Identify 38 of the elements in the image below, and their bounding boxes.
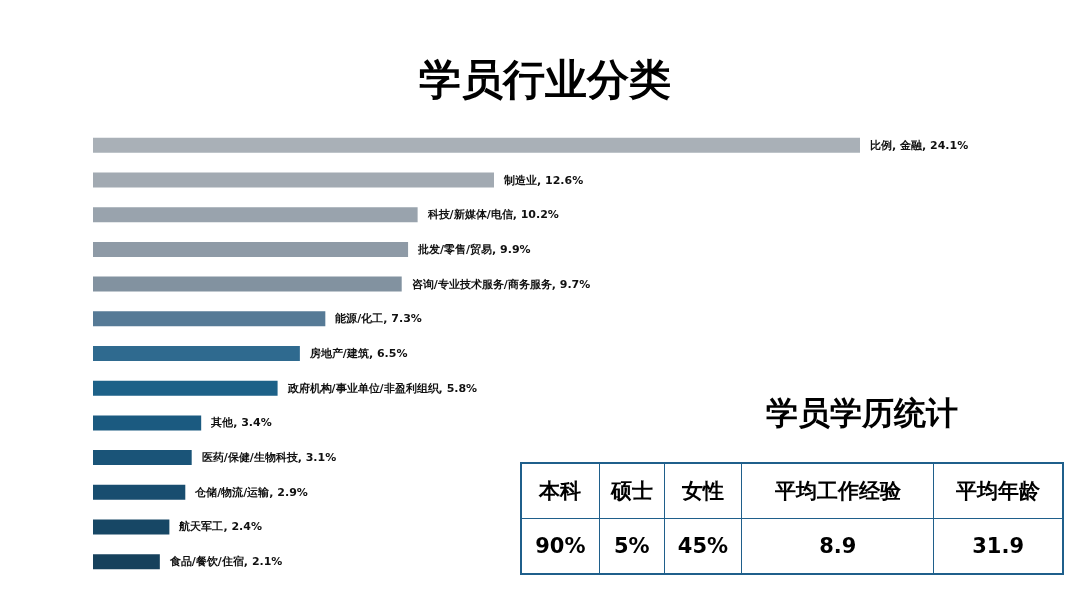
bar (93, 276, 402, 292)
text: 5% (613, 533, 650, 558)
data-label: 能源/化工, 7.3% (335, 312, 422, 326)
text: 45% (677, 533, 729, 558)
data-label: 房地产/建筑, 6.5% (308, 347, 408, 360)
data-label: 咨询/专业技术服务/商务服务, 9.7% (411, 277, 591, 291)
bar (93, 346, 300, 361)
chart-title: 学员行业分类 (418, 54, 672, 106)
bar (93, 207, 418, 223)
data-label: 比例, 金融, 24.1% (870, 138, 969, 152)
bar (93, 172, 494, 188)
data-label: 政府机构/事业单位/非盈利组织, 5.8% (286, 381, 478, 395)
data-label: 制造业, 12.6% (503, 173, 584, 187)
text: 学员学历统计 (765, 393, 959, 434)
category-label: 本科 (521, 463, 600, 519)
category-label: 硕士 (599, 463, 665, 519)
text: 8.9 (819, 533, 857, 558)
data-label: 科技/新媒体/电信, 10.2% (426, 208, 559, 222)
bar (93, 311, 326, 327)
category-label: 平均年龄 (933, 463, 1063, 519)
bar (93, 554, 160, 570)
bar (93, 484, 186, 500)
bar (93, 519, 170, 535)
data-label: 食品/餐饮/住宿, 2.1% (168, 555, 283, 569)
bar (93, 380, 278, 396)
bar (93, 450, 192, 466)
data-label: 航天军工, 2.4% (178, 520, 262, 534)
category-label: 女性 (664, 463, 742, 519)
data-label: 批发/零售/贸易, 9.9% (417, 242, 531, 256)
category-label: 平均工作经验 (741, 463, 934, 519)
data-label: 仓储/物流/运输, 2.9% (194, 485, 308, 499)
bar (93, 241, 409, 257)
bar (93, 137, 860, 153)
bar (93, 415, 202, 431)
text: 31.9 (972, 533, 1025, 558)
data-label: 医药/保健/生物科技, 3.1% (201, 451, 337, 465)
data-label: 其他, 3.4% (210, 416, 272, 430)
text: 90% (535, 533, 586, 558)
